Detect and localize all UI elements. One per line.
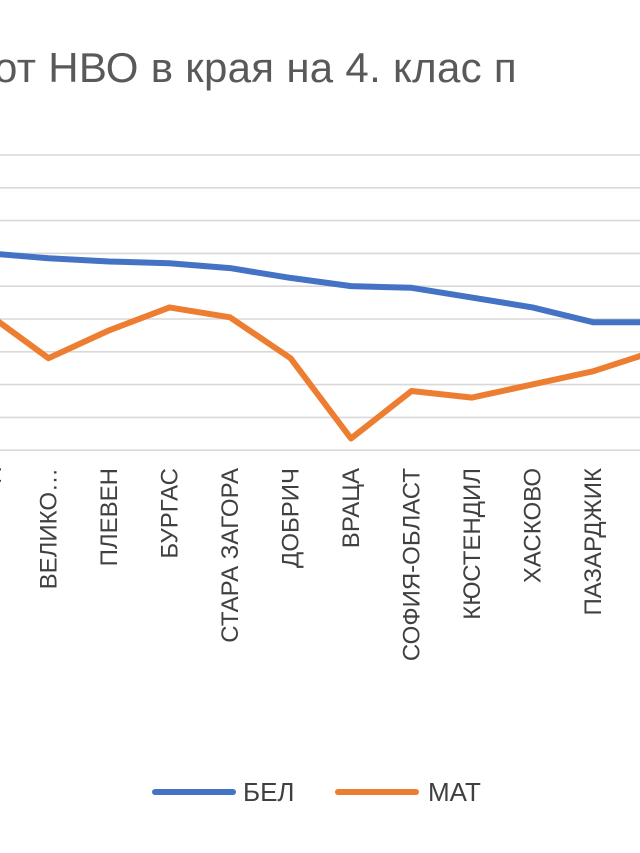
x-tick-label: СОФИЯ-ОБЛАСТ <box>399 468 426 661</box>
plot-area <box>0 251 640 442</box>
legend: БЕЛ МАТ <box>152 777 481 807</box>
x-tick-label: ХАСКОВО <box>520 468 547 583</box>
chart-title: от НВО в края на 4. клас п <box>0 44 517 91</box>
x-tick-label: ДОБРИЧ <box>278 468 305 568</box>
x-axis: …д ВЕЛИКО… ПЛЕВЕН БУРГАС СТАРА ЗАГОРА ДОБРИЧ В… <box>0 468 607 661</box>
x-tick-label: СТАРА ЗАГОРА <box>217 468 244 643</box>
legend-label-bel: БЕЛ <box>243 777 294 807</box>
series-line-mat <box>0 304 640 442</box>
x-tick-label: …д <box>0 468 2 506</box>
x-tick-label: ВРАЦА <box>338 468 365 548</box>
legend-label-mat: МАТ <box>428 777 481 807</box>
x-tick-label: ПЛЕВЕН <box>96 468 123 566</box>
x-tick-label: БУРГАС <box>157 468 184 559</box>
gridlines <box>0 154 640 452</box>
x-tick-label: ВЕЛИКО… <box>36 468 63 589</box>
series-line-bel <box>0 251 640 326</box>
x-tick-label: КЮСТЕНДИЛ <box>459 468 486 620</box>
x-tick-label: ПАЗАРДЖИК <box>580 468 607 616</box>
